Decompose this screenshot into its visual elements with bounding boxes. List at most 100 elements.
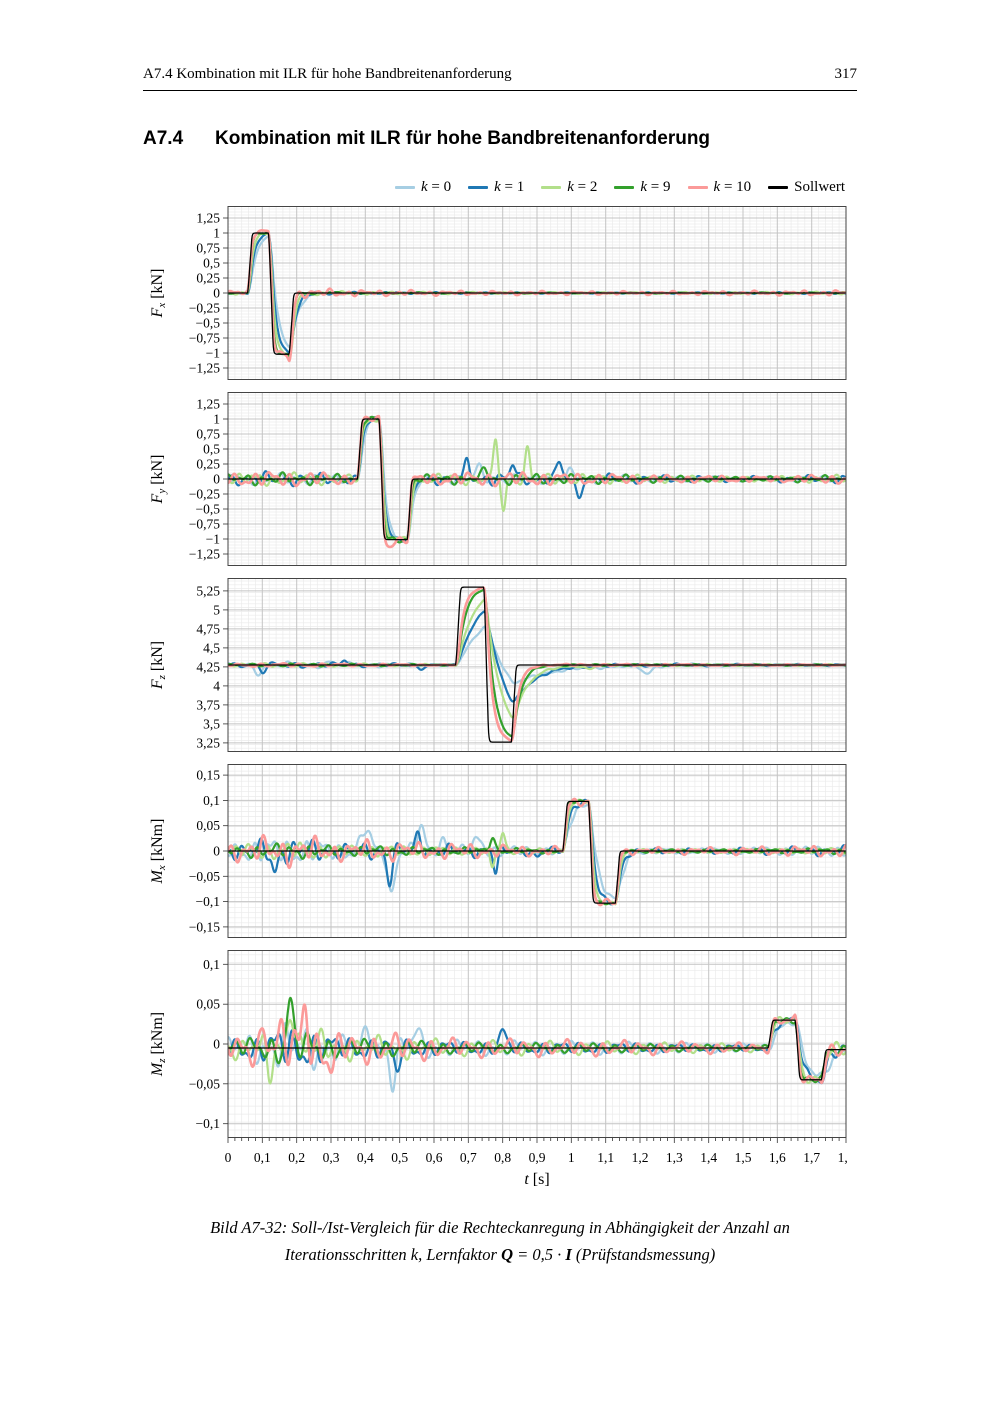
xtick-label: 1,8 [838, 1150, 847, 1165]
y-axis-label: Fx [kN] [149, 269, 168, 319]
chart-stack: 1,25 1 0,75 0,5 0,25 0 −0,25 −0,5 −0,75 −1 −1,25 Fx… [143, 206, 847, 1190]
ytick-label: 0,1 [203, 957, 220, 972]
xtick-label: 1,4 [700, 1150, 717, 1165]
ytick-label: 0 [213, 1037, 220, 1052]
xtick-label: 1,1 [597, 1150, 614, 1165]
xtick-label: 0,3 [323, 1150, 340, 1165]
running-head-title: A7.4 Kombination mit ILR für hohe Bandbr… [143, 66, 512, 82]
running-head: A7.4 Kombination mit ILR für hohe Bandbr… [143, 66, 857, 91]
legend-item-k1: k = 1 [468, 179, 524, 196]
caption-line2: Iterationsschritten k, Lernfaktor Q = 0,… [284, 1244, 716, 1264]
legend-label-k1: k = 1 [494, 178, 525, 195]
x-axis-label: t [s] [524, 1171, 549, 1188]
ytick-label: 0,1 [203, 793, 220, 808]
ytick-label: 0,5 [203, 256, 220, 271]
xtick-label: 1,5 [735, 1150, 752, 1165]
y-axis-label: Fy [kN] [149, 455, 168, 505]
xtick-label: 0,6 [426, 1150, 443, 1165]
ytick-label: 5 [213, 602, 220, 617]
ytick-label: 0,5 [203, 442, 220, 457]
xtick-label: 0,2 [288, 1150, 305, 1165]
xtick-label: 0,8 [494, 1150, 511, 1165]
legend-item-k2: k = 2 [541, 179, 597, 196]
ytick-label: −0,25 [189, 301, 220, 316]
ytick-label: 0,15 [196, 768, 220, 783]
legend-swatch-k2 [541, 185, 562, 189]
series-sollwert-fy [228, 418, 846, 541]
ytick-label: 3,25 [196, 735, 220, 750]
ytick-label: −0,1 [196, 1116, 221, 1131]
ytick-label: 4,75 [196, 621, 220, 636]
ytick-label: −0,75 [189, 331, 220, 346]
legend: k = 0 k = 1 k = 2 k = 9 k = 10 Sollwert [143, 177, 847, 197]
ytick-label: 0,25 [196, 457, 220, 472]
chart-mz: 0,1 0,05 0 −0,05 −0,1 0 0,1 0,2 0,3 0,4 0,5 0,6 0,7 0… [149, 950, 847, 1188]
legend-item-k9: k = 9 [614, 178, 671, 196]
legend-label-k2: k = 2 [567, 178, 598, 195]
series-sollwert-fx [228, 232, 846, 355]
xtick-label: 1,6 [769, 1150, 786, 1165]
section-title: Kombination mit ILR für hohe Bandbreiten… [215, 128, 711, 149]
ytick-label: 0,75 [196, 427, 220, 442]
plot-border [227, 578, 847, 752]
xtick-label: 1,3 [666, 1150, 683, 1165]
ytick-label: −0,1 [196, 894, 221, 909]
ytick-label: 0 [213, 286, 220, 301]
xtick-label: 1,2 [632, 1150, 649, 1165]
legend-label-k10: k = 10 [713, 178, 752, 195]
ytick-label: −0,5 [196, 316, 221, 331]
legend-item-sollwert: Sollwert [768, 179, 845, 196]
chart-mx: 0,15 0,1 0,05 0 −0,05 −0,1 −0,15 Mx [kNm] [149, 764, 847, 938]
legend-item-k0: k = 0 [394, 178, 452, 196]
legend-label-k0: k = 0 [420, 178, 452, 195]
ytick-label: −0,15 [189, 919, 220, 934]
ytick-label: −1 [206, 532, 220, 547]
ytick-label: 0,75 [196, 241, 220, 256]
xtick-label: 1 [568, 1150, 575, 1165]
legend-swatch-k10 [687, 185, 708, 189]
xtick-label: 0,7 [460, 1150, 477, 1165]
ytick-label: 3,5 [203, 716, 220, 731]
y-axis-label: Mz [kNm] [149, 1012, 168, 1077]
ytick-label: 1 [213, 226, 220, 241]
legend-swatch-k0 [394, 185, 415, 189]
xtick-label: 0,4 [357, 1150, 374, 1165]
xtick-label: 0 [225, 1150, 232, 1165]
legend-label-sollwert: Sollwert [794, 178, 845, 195]
ytick-label: 4 [213, 678, 220, 693]
ytick-label: −1,25 [189, 361, 220, 376]
series-sollwert-mx [228, 800, 846, 904]
series-sollwert-fz [228, 586, 846, 743]
ytick-label: −0,05 [189, 869, 220, 884]
xtick-label: 0,1 [254, 1150, 271, 1165]
ytick-label: 1,25 [196, 397, 220, 412]
legend-swatch-k1 [468, 185, 489, 189]
ytick-label: 4,5 [203, 640, 220, 655]
ytick-label: −0,75 [189, 517, 220, 532]
xtick-label: 1,7 [803, 1150, 820, 1165]
ytick-label: −0,05 [189, 1076, 220, 1091]
ytick-label: 5,25 [196, 583, 220, 598]
legend-swatch-sollwert [768, 185, 789, 189]
xtick-label: 0,5 [391, 1150, 408, 1165]
caption-line1: Bild A7-32: Soll-/Ist-Vergleich für die … [210, 1218, 790, 1237]
section-number: A7.4 [143, 128, 184, 149]
legend-swatch-k9 [614, 185, 635, 189]
series-k10-fx [228, 228, 846, 363]
legend-item-k10: k = 10 [687, 178, 752, 196]
ytick-label: 3,75 [196, 697, 220, 712]
page-number: 317 [834, 66, 858, 82]
caption-Q: Q [501, 1244, 513, 1264]
ytick-label: 1,25 [196, 211, 220, 226]
ytick-label: −0,5 [196, 502, 221, 517]
chart-fz: 5,25 5 4,75 4,5 4,25 4 3,75 3,5 3,25 Fz [kN] [149, 578, 847, 752]
ytick-label: 0,05 [196, 997, 220, 1012]
ytick-label: −0,25 [189, 487, 220, 502]
legend-label-k9: k = 9 [640, 178, 671, 195]
ytick-label: 0 [213, 844, 220, 859]
ytick-label: 1 [213, 412, 220, 427]
y-axis-label: Fz [kN] [149, 641, 168, 690]
